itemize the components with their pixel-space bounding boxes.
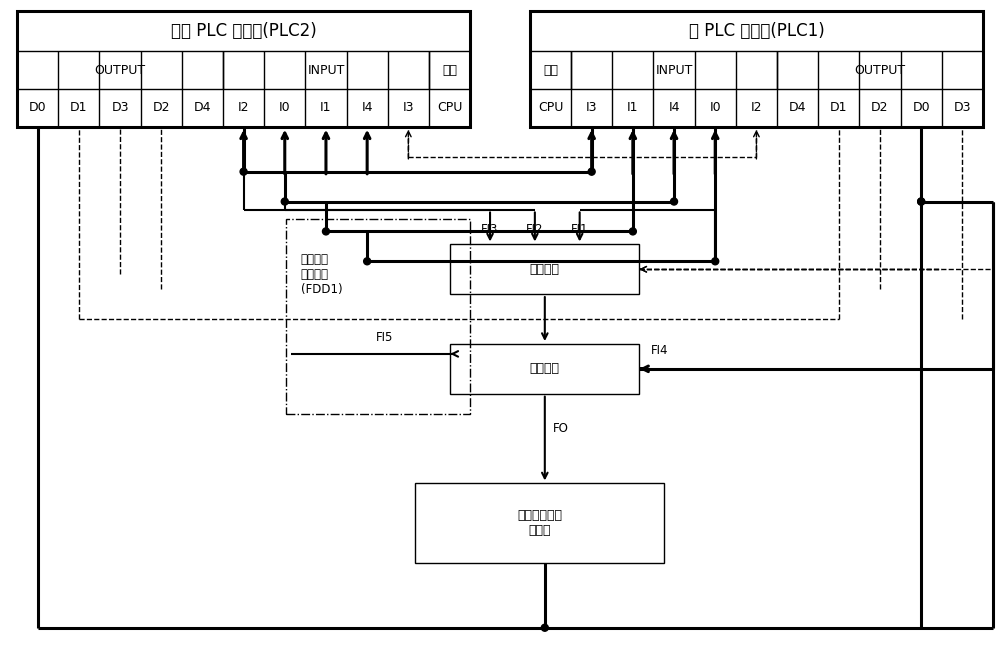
Text: D4: D4	[194, 101, 211, 115]
Text: D2: D2	[871, 101, 889, 115]
Circle shape	[712, 258, 719, 265]
Circle shape	[918, 198, 925, 205]
Text: FI2: FI2	[526, 223, 544, 237]
Text: CPU: CPU	[538, 101, 563, 115]
Text: INPUT: INPUT	[307, 64, 345, 76]
Text: D4: D4	[789, 101, 806, 115]
Text: D3: D3	[111, 101, 129, 115]
Text: I2: I2	[238, 101, 249, 115]
Circle shape	[918, 198, 925, 205]
Text: I4: I4	[668, 101, 680, 115]
Text: 主 PLC 控制器(PLC1): 主 PLC 控制器(PLC1)	[689, 22, 824, 40]
Text: INPUT: INPUT	[655, 64, 693, 76]
Text: 备份 PLC 控制器(PLC2): 备份 PLC 控制器(PLC2)	[171, 22, 316, 40]
Text: D0: D0	[912, 101, 930, 115]
Text: 电源: 电源	[442, 64, 457, 76]
Circle shape	[629, 228, 636, 235]
Circle shape	[541, 624, 548, 631]
Circle shape	[588, 168, 595, 175]
Text: I1: I1	[320, 101, 332, 115]
Circle shape	[364, 258, 371, 265]
Text: OUTPUT: OUTPUT	[854, 64, 906, 76]
Text: FO: FO	[553, 422, 569, 435]
Text: D0: D0	[29, 101, 46, 115]
Text: I3: I3	[403, 101, 414, 115]
Text: 切换开关: 切换开关	[530, 362, 560, 376]
Text: 决策逻辑: 决策逻辑	[530, 263, 560, 275]
Circle shape	[322, 228, 329, 235]
Text: D3: D3	[954, 101, 971, 115]
Circle shape	[240, 168, 247, 175]
Text: 电源: 电源	[543, 64, 558, 76]
Text: D1: D1	[70, 101, 88, 115]
Text: D2: D2	[152, 101, 170, 115]
Text: CPU: CPU	[437, 101, 462, 115]
Text: I3: I3	[586, 101, 597, 115]
Text: FI3: FI3	[481, 223, 499, 237]
Text: D1: D1	[830, 101, 848, 115]
Text: 执行机构和被
控对象: 执行机构和被 控对象	[517, 509, 562, 537]
Circle shape	[671, 198, 678, 205]
Text: 诊断决策
逻辑模块
(FDD1): 诊断决策 逻辑模块 (FDD1)	[301, 253, 342, 296]
Text: OUTPUT: OUTPUT	[94, 64, 146, 76]
Text: FI5: FI5	[376, 331, 393, 344]
Text: I0: I0	[709, 101, 721, 115]
Text: I2: I2	[751, 101, 762, 115]
Text: FI1: FI1	[571, 223, 588, 237]
Text: I0: I0	[279, 101, 291, 115]
Text: I4: I4	[361, 101, 373, 115]
Circle shape	[281, 198, 288, 205]
Text: I1: I1	[627, 101, 639, 115]
Text: FI4: FI4	[651, 344, 669, 357]
